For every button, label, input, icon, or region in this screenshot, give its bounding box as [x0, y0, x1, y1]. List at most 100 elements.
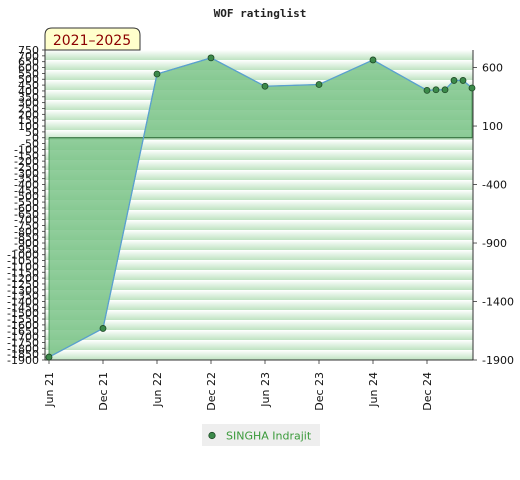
left-tick-label: -700: [14, 214, 39, 227]
legend-series-label: SINGHA Indrajit: [226, 430, 312, 443]
period-badge-box: [44, 27, 141, 51]
grid-stripe: [45, 240, 473, 250]
grid-stripe: [45, 340, 473, 350]
left-tick-label: -1050: [7, 255, 39, 268]
left-tick-label: 700: [18, 50, 39, 63]
grid-stripe: [45, 210, 473, 220]
left-tick-label: -950: [14, 243, 39, 256]
left-tick-label: 100: [18, 120, 39, 133]
grid-stripe: [45, 280, 473, 290]
grid-stripe: [45, 300, 473, 310]
left-tick-label: 650: [18, 56, 39, 69]
left-tick-label: -1800: [7, 342, 39, 355]
grid-stripe: [45, 270, 473, 280]
left-tick-label: -1650: [7, 325, 39, 338]
axes: [42, 49, 477, 364]
left-tick-label: -900: [14, 237, 39, 250]
x-tick-label: Dec 22: [205, 372, 218, 411]
x-tick-label: Dec 24: [421, 372, 434, 411]
data-point: [450, 77, 458, 84]
grid-stripe: [45, 150, 473, 160]
data-point: [468, 84, 476, 92]
x-tick-label: Jun 23: [259, 372, 272, 408]
grid-stripe: [45, 70, 473, 80]
left-tick-label: -550: [14, 196, 39, 209]
right-tick-label: -1900: [482, 354, 514, 367]
left-tick-label: -600: [14, 202, 39, 215]
left-tick-label: -1600: [7, 319, 39, 332]
left-tick-label: -50: [21, 138, 39, 151]
data-point: [459, 77, 467, 84]
series-markers: [45, 54, 476, 361]
grid-stripe: [45, 330, 473, 340]
legend-marker: [208, 431, 216, 440]
left-tick-label: -250: [14, 161, 39, 174]
left-tick-label: -450: [14, 184, 39, 197]
x-tick-label: Dec 23: [313, 372, 326, 411]
left-tick-label: -850: [14, 231, 39, 244]
data-point: [441, 86, 449, 94]
left-tick-label: 400: [18, 85, 39, 98]
grid-stripe: [45, 170, 473, 180]
grid-stripe: [45, 190, 473, 200]
grid-stripe: [45, 350, 473, 360]
left-tick-label: -150: [14, 149, 39, 162]
grid-stripe: [45, 160, 473, 170]
grid-stripe: [45, 180, 473, 190]
period-badge: 2021–2025: [44, 27, 141, 51]
right-tick-label: -1400: [482, 296, 514, 309]
x-tick-label: Jun 21: [43, 372, 56, 408]
grid-stripe: [45, 220, 473, 230]
left-tick-label: -1400: [7, 296, 39, 309]
grid-stripe: [45, 260, 473, 270]
data-point: [432, 86, 440, 94]
left-tick-label: 300: [18, 97, 39, 110]
left-tick-label: -1750: [7, 336, 39, 349]
x-tick-label: Jun 22: [151, 372, 164, 408]
left-tick-label: 450: [18, 79, 39, 92]
left-axis-tick-labels: 7507006506005505004504003503002502001501…: [7, 44, 39, 367]
grid-stripe: [45, 60, 473, 70]
grid-stripe: [45, 320, 473, 330]
data-point: [207, 54, 215, 62]
left-tick-label: 600: [18, 62, 39, 75]
left-tick-label: -1250: [7, 278, 39, 291]
grid-stripe: [45, 250, 473, 260]
left-tick-label: 150: [18, 114, 39, 127]
grid-stripe: [45, 140, 473, 150]
data-point: [261, 82, 269, 90]
left-tick-label: -100: [14, 143, 39, 156]
period-badge-label: 2021–2025: [53, 33, 131, 49]
left-tick-label: 50: [25, 126, 39, 139]
data-point: [153, 70, 161, 78]
left-tick-label: -1500: [7, 307, 39, 320]
left-tick-label: -1100: [7, 260, 39, 273]
left-tick-label: -200: [14, 155, 39, 168]
left-tick-label: 350: [18, 91, 39, 104]
left-tick-label: -500: [14, 190, 39, 203]
right-tick-label: 600: [482, 62, 503, 75]
x-tick-label: Jun 24: [367, 372, 380, 408]
left-tick-label: -1850: [7, 348, 39, 361]
data-point: [45, 353, 53, 361]
left-tick-label: -750: [14, 219, 39, 232]
right-tick-label: 100: [482, 120, 503, 133]
legend-box: [202, 424, 320, 446]
left-tick-label: 0: [32, 132, 39, 145]
data-point: [99, 325, 107, 332]
right-tick-label: -400: [482, 179, 507, 192]
data-point: [369, 56, 377, 64]
grid-stripe: [45, 310, 473, 320]
right-tick-label: -900: [482, 237, 507, 250]
left-tick-label: -300: [14, 167, 39, 180]
grid-stripe: [45, 50, 473, 60]
x-tick-label: Dec 21: [97, 372, 110, 411]
left-tick-label: 500: [18, 73, 39, 86]
legend: SINGHA Indrajit: [202, 424, 320, 446]
data-point: [423, 86, 431, 94]
left-tick-label: -1150: [7, 266, 39, 279]
chart-title: WOF ratinglist: [214, 7, 307, 20]
grid-stripe: [45, 230, 473, 240]
left-tick-label: -400: [14, 179, 39, 192]
